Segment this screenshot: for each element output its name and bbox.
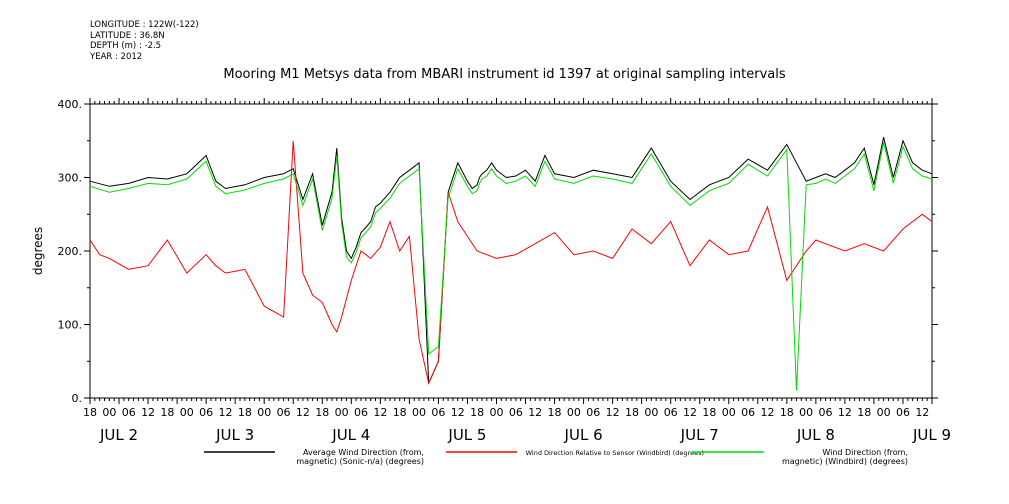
x-tick-label: 06 <box>199 406 213 419</box>
x-tick-label: 06 <box>354 406 368 419</box>
legend-label-2: Wind Direction Relative to Sensor (Windb… <box>526 449 704 457</box>
depth-label: DEPTH (m) : -2.5 <box>90 41 162 51</box>
legend-label-3: Wind Direction (from, <box>822 448 908 457</box>
x-tick-label: 12 <box>373 406 387 419</box>
x-tick-label: 12 <box>760 406 774 419</box>
x-tick-label: 18 <box>393 406 407 419</box>
series-line-1 <box>89 136 933 384</box>
x-tick-label: 12 <box>838 406 852 419</box>
x-day-label: JUL 3 <box>215 426 254 444</box>
x-tick-label: 18 <box>315 406 329 419</box>
x-day-label: JUL 6 <box>564 426 603 444</box>
x-tick-label: 12 <box>141 406 155 419</box>
x-tick-label: 00 <box>489 406 503 419</box>
x-tick-label: 00 <box>102 406 116 419</box>
y-tick-label: 200. <box>58 245 83 258</box>
y-tick-label: 400. <box>58 98 83 111</box>
x-tick-label: 00 <box>877 406 891 419</box>
x-tick-label: 00 <box>567 406 581 419</box>
y-tick-label: 100. <box>58 319 83 332</box>
x-tick-label: 00 <box>644 406 658 419</box>
x-tick-label: 06 <box>664 406 678 419</box>
x-day-label: JUL 7 <box>680 426 719 444</box>
legend: Average Wind Direction (from,magnetic) (… <box>204 448 908 466</box>
latitude-label: LATITUDE : 36.8N <box>90 30 165 41</box>
x-tick-label: 18 <box>702 406 716 419</box>
x-tick-label: 18 <box>780 406 794 419</box>
x-tick-label: 12 <box>606 406 620 419</box>
x-tick-label: 18 <box>625 406 639 419</box>
x-tick-label: 12 <box>915 406 929 419</box>
x-tick-label: 06 <box>586 406 600 419</box>
x-day-label: JUL 8 <box>796 426 835 444</box>
x-tick-label: 06 <box>509 406 523 419</box>
longitude-label: LONGITUDE : 122W(-122) <box>90 20 199 30</box>
x-tick-label: 00 <box>722 406 736 419</box>
x-tick-label: 12 <box>451 406 465 419</box>
plot-axes: 0. 100. 200. 300. 400. degrees 18 00 06 12 18 00 06 1… <box>31 98 951 444</box>
x-tick-label: 06 <box>741 406 755 419</box>
x-tick-label: 00 <box>412 406 426 419</box>
y-tick-label: 300. <box>58 172 83 185</box>
series-layer <box>89 136 933 391</box>
x-tick-label: 06 <box>122 406 136 419</box>
x-day-label: JUL 4 <box>331 426 370 444</box>
legend-label-1-line2: magnetic) (Sonic-n/a) (degrees) <box>296 457 424 466</box>
x-tick-label: 06 <box>819 406 833 419</box>
x-tick-label: 12 <box>528 406 542 419</box>
x-tick-label: 18 <box>548 406 562 419</box>
x-day-label: JUL 9 <box>912 426 951 444</box>
year-label: YEAR : 2012 <box>90 51 143 62</box>
x-tick-label: 18 <box>238 406 252 419</box>
x-tick-label: 18 <box>160 406 174 419</box>
x-tick-label: 06 <box>431 406 445 419</box>
x-tick-label: 00 <box>257 406 271 419</box>
x-day-label: JUL 2 <box>99 426 138 444</box>
x-tick-label: 18 <box>83 406 97 419</box>
x-tick-label: 12 <box>296 406 310 419</box>
x-tick-label: 12 <box>683 406 697 419</box>
x-tick-label: 00 <box>799 406 813 419</box>
y-axis-label: degrees <box>31 227 45 275</box>
x-tick-label: 00 <box>335 406 349 419</box>
legend-label-3-line2: magnetic) (Windbird) (degrees) <box>782 457 908 466</box>
x-tick-label: 18 <box>470 406 484 419</box>
x-tick-label: 00 <box>180 406 194 419</box>
series-line-3 <box>89 142 933 391</box>
x-tick-label: 18 <box>857 406 871 419</box>
x-tick-label: 06 <box>277 406 291 419</box>
x-tick-label: 12 <box>218 406 232 419</box>
y-tick-label: 0. <box>72 392 83 405</box>
x-tick-label: 06 <box>896 406 910 419</box>
series-line-2 <box>89 140 933 385</box>
x-day-label: JUL 5 <box>447 426 486 444</box>
metadata-block: LONGITUDE : 122W(-122) LATITUDE : 36.8N … <box>90 20 199 62</box>
chart-title: Mooring M1 Metsys data from MBARI instru… <box>223 67 786 82</box>
legend-label-1: Average Wind Direction (from, <box>303 448 424 457</box>
